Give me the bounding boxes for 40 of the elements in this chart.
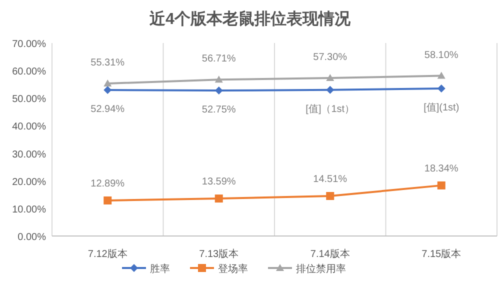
y-tick-label: 50.00% bbox=[12, 94, 46, 106]
data-label: 52.94% bbox=[90, 104, 125, 116]
annotation: [值](1st) bbox=[424, 102, 460, 114]
point bbox=[214, 76, 223, 83]
point bbox=[214, 194, 223, 203]
point bbox=[326, 74, 334, 82]
y-tick-label: 60.00% bbox=[12, 66, 46, 78]
data-label: 12.89% bbox=[90, 178, 125, 190]
y-tick-label: 40.00% bbox=[12, 122, 46, 133]
data-label: 18.34% bbox=[424, 163, 458, 174]
y-tick-label: 0.00% bbox=[18, 232, 46, 243]
point bbox=[214, 86, 223, 95]
point bbox=[437, 72, 446, 79]
data-label: 56.71% bbox=[202, 54, 236, 65]
legend-label: 登场率 bbox=[218, 263, 248, 275]
data-label: 57.30% bbox=[313, 52, 348, 64]
x-tick-label: 7.14版本 bbox=[310, 248, 350, 260]
point bbox=[104, 86, 112, 94]
legend-label: 排位禁用率 bbox=[296, 263, 346, 275]
point bbox=[437, 84, 446, 92]
y-tick-label: 10.00% bbox=[12, 204, 46, 216]
point bbox=[104, 196, 112, 204]
point bbox=[326, 192, 334, 200]
legend-label: 胜率 bbox=[150, 263, 170, 275]
data-label: 55.31% bbox=[90, 58, 125, 68]
x-tick-label: 7.15版本 bbox=[422, 248, 462, 260]
x-tick-label: 7.12版本 bbox=[88, 248, 128, 260]
chart-title: 近4个版本老鼠排位表现情况 bbox=[148, 10, 352, 28]
point bbox=[104, 80, 112, 86]
y-tick-label: 70.00% bbox=[12, 39, 46, 50]
point bbox=[437, 181, 446, 190]
point bbox=[326, 86, 334, 94]
data-label: 14.51% bbox=[313, 174, 348, 185]
x-tick-label: 7.13版本 bbox=[199, 248, 239, 260]
y-tick-label: 20.00% bbox=[12, 176, 46, 188]
data-label: 58.10% bbox=[424, 50, 458, 61]
data-label: 52.75% bbox=[202, 104, 236, 116]
data-label: 13.59% bbox=[202, 176, 236, 188]
y-tick-label: 30.00% bbox=[12, 149, 46, 160]
annotation: [值]（1st） bbox=[306, 104, 355, 115]
